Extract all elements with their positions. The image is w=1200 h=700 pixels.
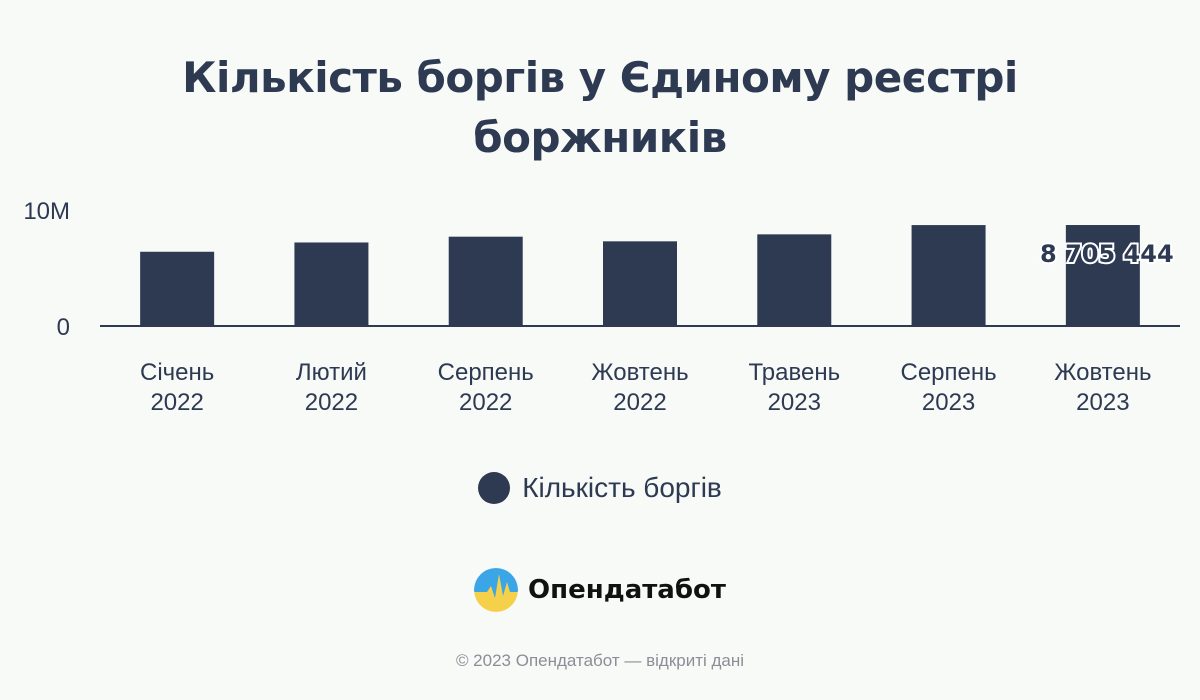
data-label: 8 705 444 — [1040, 240, 1174, 268]
footer: © 2023 Опендатабот — відкриті дані — [455, 651, 745, 670]
chart-title-line-1: Кількість боргів у Єдиному реєстрі — [182, 53, 1018, 102]
x-tick-label: Травень 2023 — [748, 359, 840, 416]
legend[interactable]: Кількість боргів — [0, 472, 1200, 504]
chart-title: Кількість боргів у Єдиному реєстрі боржн… — [0, 48, 1200, 168]
brand-name: Опендатабот — [528, 575, 726, 605]
x-tick-label: Жовтень 2023 — [1054, 359, 1151, 416]
bar[interactable] — [757, 234, 832, 326]
bar[interactable] — [911, 225, 986, 326]
x-tick-label: Лютий 2022 — [296, 359, 367, 416]
legend-label: Кількість боргів — [522, 472, 722, 503]
y-tick-label: 0 — [57, 314, 70, 341]
bar-chart: 0 10M Січень 2022 Лютий 2022 Серпень 2022 Жовтен… — [23, 198, 1180, 416]
brand: Опендатабот — [0, 568, 1200, 612]
x-tick-label: Жовтень 2022 — [591, 359, 688, 416]
opendatabot-logo-icon — [474, 568, 519, 612]
legend-marker — [478, 472, 511, 504]
x-tick-label: Січень 2022 — [140, 359, 214, 416]
bar[interactable] — [448, 236, 523, 326]
bar[interactable] — [603, 241, 677, 326]
x-tick-label: Серпень 2022 — [438, 359, 534, 416]
bar[interactable] — [1065, 225, 1140, 326]
y-tick-label: 10M — [23, 198, 70, 225]
x-tick-label: Серпень 2023 — [901, 359, 997, 416]
chart-title-line-2: боржників — [473, 113, 727, 162]
bar[interactable] — [140, 251, 215, 326]
bar[interactable] — [294, 242, 369, 326]
